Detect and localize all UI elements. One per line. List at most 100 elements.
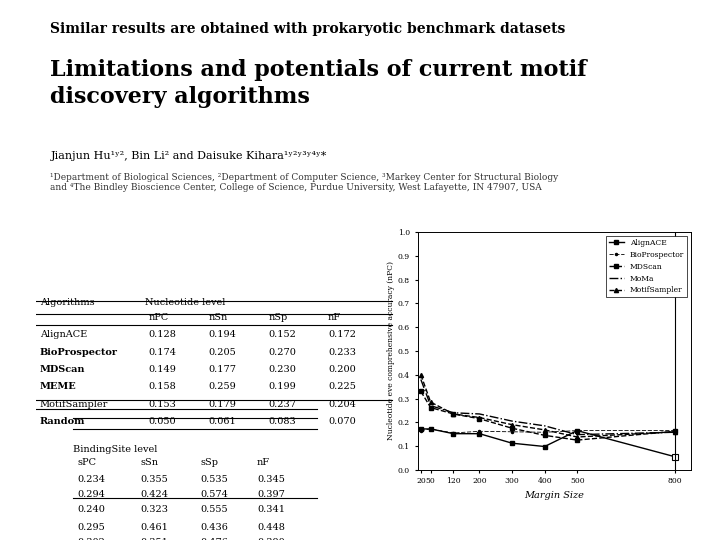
Text: nF: nF: [328, 313, 341, 322]
Text: 0.270: 0.270: [268, 348, 296, 357]
Text: 0.083: 0.083: [268, 417, 296, 426]
Text: 0.397: 0.397: [257, 490, 285, 500]
BioProspector: [670, 427, 679, 434]
BioProspector: [508, 429, 516, 435]
Text: 0.158: 0.158: [148, 382, 176, 392]
Text: 0.152: 0.152: [268, 330, 296, 340]
Text: 0.436: 0.436: [201, 523, 229, 532]
Text: sSp: sSp: [201, 458, 219, 467]
MotifSampler: [540, 427, 549, 433]
MoMa: [417, 376, 426, 383]
X-axis label: Margin Size: Margin Size: [524, 491, 585, 500]
Text: Random: Random: [40, 417, 85, 426]
MDScan: [449, 411, 458, 417]
AlignACE: [417, 426, 426, 432]
Text: MEME: MEME: [40, 382, 76, 392]
Line: MoMa: MoMa: [421, 380, 675, 435]
MDScan: [540, 432, 549, 438]
Text: 0.294: 0.294: [77, 490, 105, 500]
AlignACE: [475, 430, 484, 437]
Text: ¹Department of Biological Sciences, ²Department of Computer Science, ³Markey Cen: ¹Department of Biological Sciences, ²Dep…: [50, 173, 559, 192]
Text: 0.177: 0.177: [208, 365, 236, 374]
Text: 0.061: 0.061: [208, 417, 236, 426]
Line: MDScan: MDScan: [419, 389, 677, 442]
BioProspector: [573, 427, 582, 434]
Text: 0.240: 0.240: [77, 505, 105, 515]
Text: sPC: sPC: [77, 458, 96, 467]
AlignACE: [670, 454, 679, 460]
MoMa: [540, 423, 549, 429]
BioProspector: [449, 430, 458, 436]
MotifSampler: [475, 414, 484, 421]
MotifSampler: [426, 399, 435, 406]
MoMa: [573, 431, 582, 438]
Text: 0.574: 0.574: [201, 490, 229, 500]
MotifSampler: [449, 411, 458, 417]
AlignACE: [573, 427, 582, 434]
BioProspector: [426, 426, 435, 432]
Text: 0.555: 0.555: [201, 505, 228, 515]
Text: 0.200: 0.200: [328, 365, 356, 374]
Text: 0.535: 0.535: [201, 475, 228, 484]
MDScan: [670, 428, 679, 435]
Text: BindingSite level: BindingSite level: [73, 445, 158, 454]
Text: 0.149: 0.149: [148, 365, 176, 374]
AlignACE: [449, 430, 458, 437]
MoMa: [670, 429, 679, 435]
AlignACE: [426, 426, 435, 432]
BioProspector: [475, 428, 484, 435]
MotifSampler: [573, 434, 582, 440]
Text: 0.199: 0.199: [268, 382, 296, 392]
Legend: AlignACE, BioProspector, MDScan, MoMa, MotifSampler: AlignACE, BioProspector, MDScan, MoMa, M…: [606, 236, 688, 298]
AlignACE: [540, 443, 549, 450]
BioProspector: [540, 429, 549, 435]
Text: 0.128: 0.128: [148, 330, 176, 340]
Line: MotifSampler: MotifSampler: [419, 373, 677, 439]
Text: Limitations and potentials of current motif
discovery algorithms: Limitations and potentials of current mo…: [50, 59, 587, 109]
Text: nF: nF: [257, 458, 270, 467]
Text: 0.259: 0.259: [208, 382, 236, 392]
Text: 0.204: 0.204: [328, 400, 356, 409]
MotifSampler: [508, 421, 516, 428]
MDScan: [426, 404, 435, 411]
Text: 0.233: 0.233: [328, 348, 356, 357]
Text: MDScan: MDScan: [40, 365, 85, 374]
Text: Nucleotide level: Nucleotide level: [145, 298, 225, 307]
BioProspector: [417, 427, 426, 434]
Text: 0.424: 0.424: [141, 490, 168, 500]
Text: Jianjun Hu¹ʸ², Bin Li² and Daisuke Kihara¹ʸ²ʸ³ʸ⁴ʸ*: Jianjun Hu¹ʸ², Bin Li² and Daisuke Kihar…: [50, 151, 327, 161]
Text: 0.179: 0.179: [208, 400, 236, 409]
Line: BioProspector: BioProspector: [419, 427, 677, 435]
Text: 0.050: 0.050: [148, 417, 176, 426]
Text: BioProspector: BioProspector: [40, 348, 118, 357]
AlignACE: [508, 440, 516, 447]
Text: sSn: sSn: [141, 458, 159, 467]
MDScan: [417, 388, 426, 395]
Text: MotifSampler: MotifSampler: [40, 400, 108, 409]
Text: nSn: nSn: [208, 313, 228, 322]
Text: 0.174: 0.174: [148, 348, 176, 357]
Text: AlignACE: AlignACE: [40, 330, 87, 340]
MotifSampler: [670, 429, 679, 435]
MoMa: [508, 418, 516, 424]
Text: 0.205: 0.205: [208, 348, 236, 357]
MotifSampler: [417, 372, 426, 378]
Text: 0.070: 0.070: [328, 417, 356, 426]
Text: 0.390: 0.390: [257, 538, 284, 540]
Text: nSp: nSp: [268, 313, 287, 322]
Text: 0.351: 0.351: [141, 538, 168, 540]
Text: 0.194: 0.194: [208, 330, 236, 340]
Text: 0.461: 0.461: [141, 523, 168, 532]
Text: 0.225: 0.225: [328, 382, 356, 392]
Text: 0.234: 0.234: [77, 475, 105, 484]
MDScan: [573, 437, 582, 443]
Text: 0.237: 0.237: [268, 400, 296, 409]
Text: 0.341: 0.341: [257, 505, 285, 515]
MDScan: [475, 415, 484, 422]
MDScan: [508, 425, 516, 431]
Text: 0.448: 0.448: [257, 523, 285, 532]
Text: 0.295: 0.295: [77, 523, 105, 532]
MoMa: [449, 409, 458, 416]
MoMa: [426, 402, 435, 409]
Text: 0.230: 0.230: [268, 365, 296, 374]
